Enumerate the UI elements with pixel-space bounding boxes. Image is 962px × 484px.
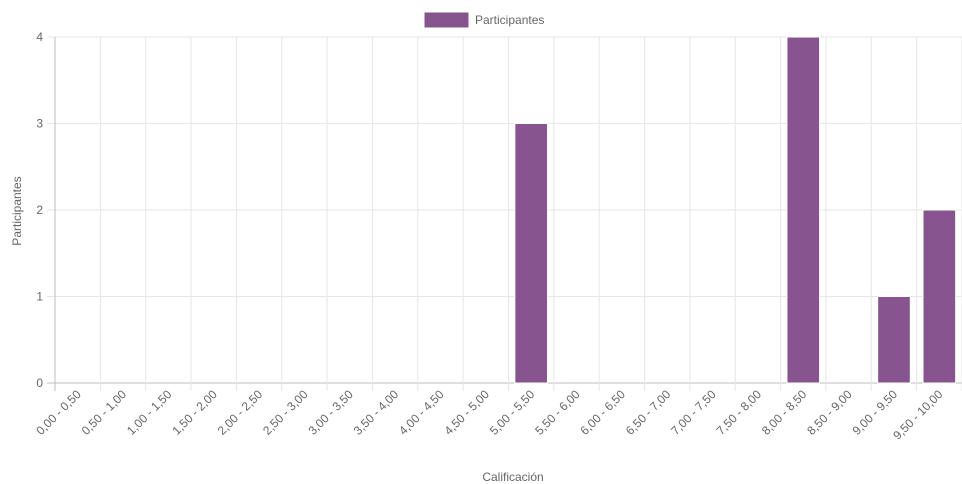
x-tick-label: 7,50 - 8,00	[714, 387, 765, 438]
x-tick-label: 6,00 - 6,50	[578, 387, 629, 438]
y-tick-label: 4	[36, 30, 43, 44]
y-tick-label: 3	[36, 117, 43, 131]
bar	[922, 209, 957, 384]
x-tick-label: 6,50 - 7,00	[623, 387, 674, 438]
x-tick-label: 0,50 - 1,00	[79, 387, 130, 438]
x-tick-label: 4,00 - 4,50	[396, 387, 447, 438]
legend-label: Participantes	[475, 13, 544, 27]
x-tick-label: 1,00 - 1,50	[124, 387, 175, 438]
x-tick-label: 1,50 - 2,00	[169, 387, 220, 438]
y-axis-title: Participantes	[10, 176, 24, 245]
x-tick-label: 7,00 - 7,50	[668, 387, 719, 438]
bar	[786, 36, 821, 384]
bars	[514, 36, 957, 384]
y-tick-label: 0	[36, 376, 43, 390]
gridlines	[47, 36, 962, 391]
x-tick-label: 2,00 - 2,50	[215, 387, 266, 438]
x-tick-label: 5,00 - 5,50	[487, 387, 538, 438]
legend[interactable]: Participantes	[423, 11, 544, 29]
x-tick-label: 5,50 - 6,00	[532, 387, 583, 438]
x-axis-ticks: 0,00 - 0,500,50 - 1,001,00 - 1,501,50 - …	[33, 387, 945, 442]
y-axis-ticks: 0 1 2 3 4	[36, 30, 43, 390]
bar	[514, 123, 549, 384]
y-tick-label: 2	[36, 203, 43, 217]
x-tick-label: 8,00 - 8,50	[759, 387, 810, 438]
x-tick-label: 9,50 - 10,00	[890, 387, 945, 442]
x-axis-title: Calificación	[482, 470, 543, 484]
x-tick-label: 8,50 - 9,00	[804, 387, 855, 438]
y-tick-label: 1	[36, 290, 43, 304]
x-tick-label: 3,00 - 3,50	[305, 387, 356, 438]
x-tick-label: 2,50 - 3,00	[260, 387, 311, 438]
x-tick-label: 0,00 - 0,50	[33, 387, 84, 438]
bar	[877, 296, 911, 384]
legend-swatch	[423, 11, 470, 29]
x-tick-label: 4,50 - 5,00	[441, 387, 492, 438]
x-tick-label: 3,50 - 4,00	[351, 387, 402, 438]
